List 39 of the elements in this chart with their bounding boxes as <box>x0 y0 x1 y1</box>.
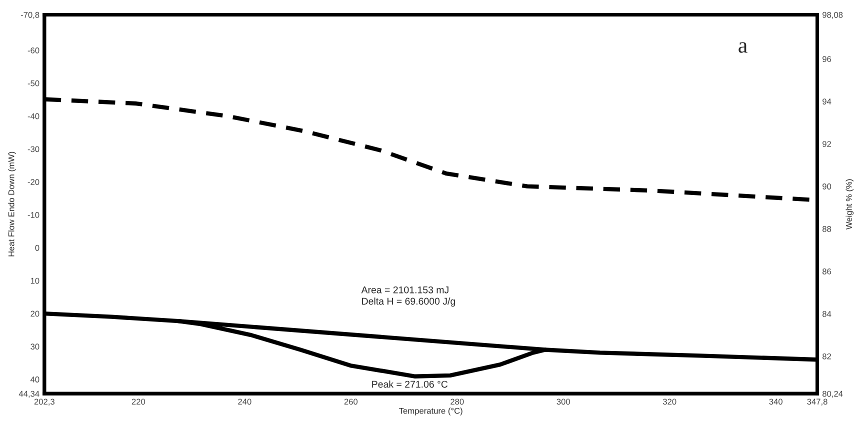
y-axis-title: Heat Flow Endo Down (mW) <box>8 152 16 256</box>
y2-tick-label: 92 <box>822 141 831 147</box>
annotation: Peak = 271.06 °C <box>372 380 448 388</box>
y-tick-label: 44,34 <box>18 390 40 398</box>
x-tick-label: 347,8 <box>807 398 828 406</box>
x-tick-label: 280 <box>450 398 464 405</box>
y-tick-label: -60 <box>28 47 40 54</box>
y2-tick-label: 90 <box>822 184 832 190</box>
x-tick-label: 220 <box>132 398 146 405</box>
y-tick-label: 10 <box>30 278 40 284</box>
y-tick-label: 20 <box>30 310 40 317</box>
y2-tick-label: 84 <box>822 310 832 317</box>
y-tick-label: -10 <box>28 212 40 218</box>
y-tick-label: -30 <box>28 146 40 152</box>
y2-tick-label: 96 <box>822 56 832 62</box>
y-tick-label: 40 <box>30 376 40 382</box>
y-tick-label: 0 <box>35 244 40 251</box>
x-tick-label: 260 <box>344 398 358 405</box>
annotation: Area = 2101.153 mJ <box>361 286 448 294</box>
y-tick-label: 30 <box>30 344 40 350</box>
x-axis-title: Temperature (°C) <box>399 408 462 416</box>
y2-tick-label: 98,08 <box>822 12 843 19</box>
y2-tick-label: 80,24 <box>822 390 843 398</box>
x-tick-label: 320 <box>662 398 676 405</box>
y-tick-label: -40 <box>28 113 40 120</box>
y-tick-label: -70,8 <box>20 12 40 19</box>
x-tick-label: 340 <box>769 398 782 405</box>
annotation: a <box>738 42 748 53</box>
y2-tick-label: 88 <box>822 226 832 232</box>
y2-tick-label: 94 <box>822 98 832 104</box>
annotation: Delta H = 69.6000 J/g <box>362 298 455 307</box>
y2-tick-label: 82 <box>822 353 831 360</box>
y2-axis-title: Weight % (%) <box>846 179 854 230</box>
x-tick-label: 300 <box>556 398 570 405</box>
y-tick-label: -20 <box>28 179 40 186</box>
x-tick-label: 202,3 <box>34 398 54 406</box>
x-tick-label: 240 <box>238 398 252 405</box>
y-tick-label: -50 <box>28 80 40 86</box>
y2-tick-label: 86 <box>822 268 832 274</box>
